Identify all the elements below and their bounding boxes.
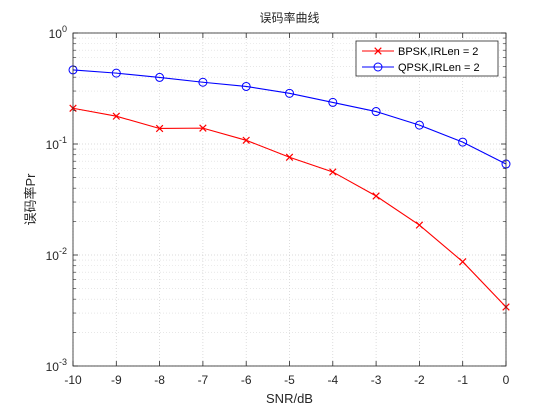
x-tick-label: -6 bbox=[241, 373, 252, 387]
data-point-series-2 bbox=[198, 77, 208, 87]
x-tick-label: -9 bbox=[111, 373, 122, 387]
data-point-series-2 bbox=[414, 120, 424, 130]
x-tick-label: -10 bbox=[64, 373, 82, 387]
legend-marker-2 bbox=[373, 62, 383, 72]
data-point-series-1 bbox=[199, 124, 207, 132]
data-point-series-2 bbox=[371, 107, 381, 117]
x-tick-label: -3 bbox=[371, 373, 382, 387]
data-point-series-2 bbox=[285, 88, 294, 98]
x-axis-label: SNR/dB bbox=[266, 391, 313, 406]
x-tick-label: -7 bbox=[198, 373, 209, 387]
data-point-series-2 bbox=[111, 68, 121, 78]
y-tick-label: 10-2 bbox=[46, 246, 67, 263]
data-point-series-2 bbox=[328, 97, 338, 107]
data-point-series-1 bbox=[285, 153, 294, 161]
data-point-series-2 bbox=[241, 81, 251, 91]
data-point-series-2 bbox=[155, 72, 165, 82]
legend-label-2: QPSK,IRLen = 2 bbox=[398, 62, 480, 74]
y-axis-label: 误码率Pr bbox=[23, 173, 38, 226]
chart-title: 误码率曲线 bbox=[259, 10, 319, 25]
x-tick-label: -2 bbox=[414, 373, 425, 387]
plot-area bbox=[73, 33, 506, 366]
x-tick-label: -5 bbox=[284, 373, 295, 387]
legend-box bbox=[355, 40, 499, 77]
series-layer bbox=[68, 65, 511, 311]
data-point-series-1 bbox=[458, 257, 467, 266]
data-point-series-1 bbox=[372, 192, 380, 200]
x-tick-label: -8 bbox=[154, 373, 165, 387]
y-tick-label: 10-1 bbox=[46, 135, 67, 152]
legend: BPSK,IRLen = 2 QPSK,IRLen = 2 bbox=[355, 40, 499, 77]
x-tick-label: 0 bbox=[503, 373, 510, 387]
x-tick-label: -4 bbox=[327, 373, 338, 387]
series-line-2 bbox=[72, 69, 507, 165]
legend-label-1: BPSK,IRLen = 2 bbox=[398, 46, 478, 58]
data-point-series-1 bbox=[329, 168, 337, 176]
data-point-series-2 bbox=[458, 137, 468, 147]
y-tick-label: 10-3 bbox=[46, 357, 67, 374]
y-tick-label: 100 bbox=[49, 24, 67, 41]
x-tick-label: -1 bbox=[457, 373, 468, 387]
legend-marker-1 bbox=[374, 47, 382, 55]
data-point-series-1 bbox=[155, 124, 164, 133]
data-point-series-1 bbox=[415, 221, 424, 229]
data-point-series-1 bbox=[242, 136, 250, 145]
data-point-series-1 bbox=[112, 112, 121, 120]
